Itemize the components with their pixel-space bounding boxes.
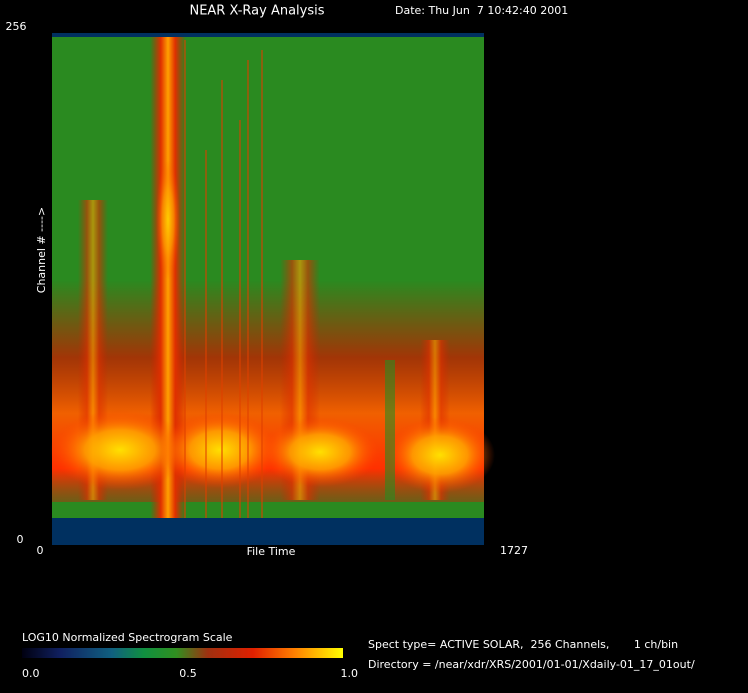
y-axis-label: Channel # ---->	[35, 207, 48, 293]
spect-type: Spect type= ACTIVE SOLAR, 256 Channels, …	[368, 638, 678, 651]
y-top-label: 256	[6, 20, 27, 33]
scale-label: 1.0	[341, 667, 359, 680]
scale-label: 0.0	[22, 667, 40, 680]
x-left-label: 0	[37, 544, 44, 557]
y-bottom-label: 0	[17, 533, 24, 546]
x-right-label: 1727	[500, 544, 528, 557]
colorbar	[22, 648, 343, 658]
directory: Directory = /near/xdr/XRS/2001/01-01/Xda…	[368, 658, 695, 671]
date: Date: Thu Jun 7 10:42:40 2001	[395, 4, 568, 17]
scale-title: LOG10 Normalized Spectrogram Scale	[22, 631, 233, 644]
scale-label: 0.5	[179, 667, 197, 680]
title: NEAR X-Ray Analysis	[189, 4, 324, 19]
x-axis-label: File Time	[247, 545, 296, 558]
spectrogram	[50, 33, 495, 545]
